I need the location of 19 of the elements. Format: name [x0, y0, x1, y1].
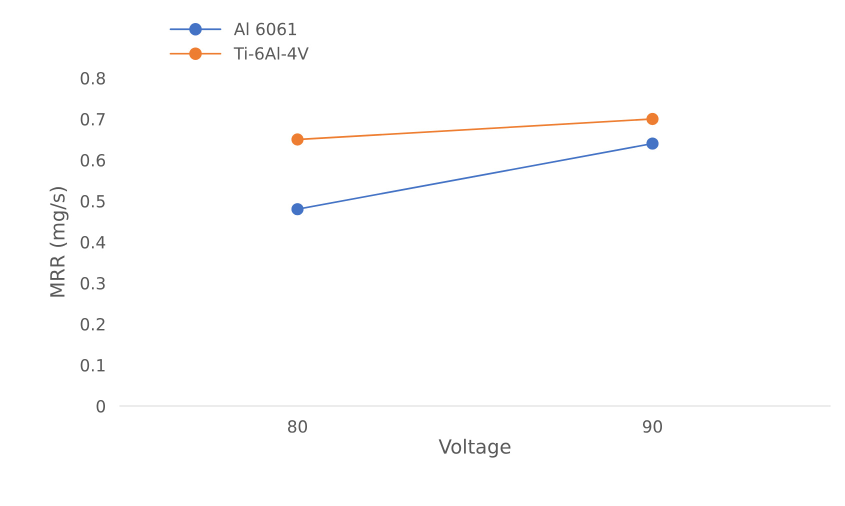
y-axis-title: MRR (mg/s) [50, 187, 68, 297]
point [646, 138, 659, 150]
y-tick-label: 0 [96, 400, 106, 413]
y-tick-label: 0.3 [80, 276, 105, 290]
legend-label: Al 6061 [234, 22, 296, 36]
point [291, 203, 304, 216]
point [291, 133, 304, 146]
y-tick-label: 0.5 [80, 194, 105, 208]
y-tick-label: 0.7 [80, 112, 105, 126]
point [646, 112, 659, 126]
x-tick-label: 90 [642, 420, 662, 433]
y-tick-label: 0.6 [80, 154, 106, 167]
x-axis-title: Voltage [438, 438, 510, 458]
y-tick-label: 0.4 [80, 236, 106, 249]
legend-label: Ti-6Al-4V [234, 46, 309, 60]
y-tick-label: 0.8 [80, 72, 105, 85]
x-tick-label: 80 [288, 420, 307, 433]
y-tick-label: 0.2 [80, 318, 104, 331]
y-tick-label: 0.1 [80, 358, 105, 372]
